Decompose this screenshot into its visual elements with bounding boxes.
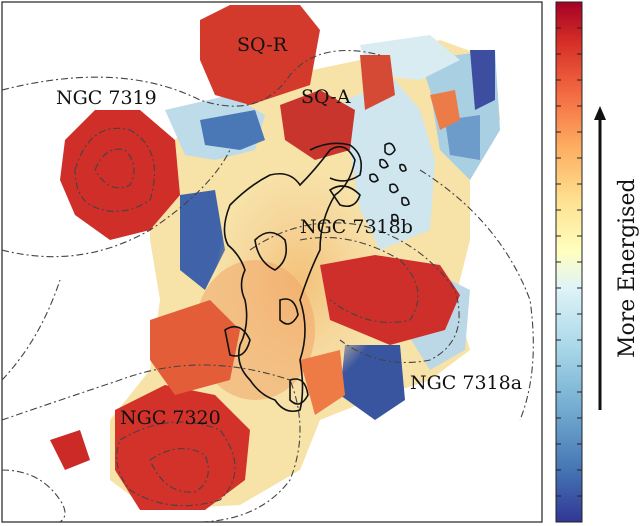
- colorbar-label: More Energised: [615, 178, 640, 358]
- blue-region: [340, 345, 405, 420]
- red-region-sqa-right: [360, 55, 395, 110]
- emission-contour-knots: [389, 183, 399, 194]
- contour-ngc7318: [249, 222, 460, 363]
- light-blue-region: [345, 80, 435, 250]
- colorbar-arrow-head: [594, 106, 606, 120]
- emission-contour-knots: [289, 378, 309, 405]
- emission-contour-knots: [224, 325, 251, 357]
- contour-ngc7320-inner: [116, 421, 236, 507]
- orange-region: [430, 90, 460, 130]
- emission-contours: [223, 142, 410, 413]
- contour-ngc7319-outer: [2, 49, 381, 107]
- emission-contour-knots: [309, 142, 363, 182]
- label-sq-a: SQ-A: [301, 86, 351, 108]
- label-ngc7318b: NGC 7318b: [300, 216, 413, 238]
- blue-region: [200, 110, 265, 150]
- contour-ngc7320-inner: [149, 448, 209, 493]
- colorbar-ticks: [556, 27, 582, 497]
- contour-ngc7320-outer: [2, 364, 301, 522]
- red-region-ngc7318a: [320, 255, 460, 345]
- blue-region: [180, 190, 225, 290]
- label-ngc7319: NGC 7319: [56, 87, 157, 109]
- contour-west: [2, 279, 61, 381]
- contour-ngc7319-outer: [2, 149, 231, 258]
- label-ngc7318a: NGC 7318a: [410, 372, 522, 394]
- red-region-ngc7320: [115, 385, 250, 510]
- emission-contour-knots: [369, 173, 379, 183]
- label-ngc7320: NGC 7320: [120, 407, 221, 429]
- red-region-sqr: [200, 5, 320, 105]
- energy-map: SQ-R SQ-A NGC 7319 NGC 7318b NGC 7318a N…: [2, 5, 534, 522]
- contour-southwest: [2, 469, 66, 522]
- orange-region: [300, 350, 345, 415]
- red-region-small: [50, 430, 90, 470]
- optical-contours: [2, 49, 534, 522]
- emission-contour-main: [223, 145, 356, 413]
- emission-contour-knots: [391, 213, 399, 223]
- emission-contour-knots: [379, 158, 389, 169]
- emission-contour-inner: [279, 298, 299, 325]
- contour-ngc7319-inner: [74, 127, 156, 212]
- red-region-center: [150, 300, 240, 395]
- contour-east: [419, 169, 534, 421]
- emission-contour-knots: [384, 142, 396, 156]
- emission-contour-inner: [254, 231, 288, 271]
- emission-contour-knots: [399, 163, 407, 172]
- emission-contour-knots: [401, 196, 410, 207]
- blue-region: [445, 115, 480, 160]
- contour-ngc7319-inner: [94, 148, 135, 189]
- label-sq-r: SQ-R: [237, 34, 288, 56]
- contour-ngc7318: [299, 236, 419, 323]
- red-region-ngc7319: [60, 110, 180, 240]
- blue-region: [470, 50, 495, 110]
- emission-contour-knots: [328, 185, 361, 208]
- red-region-sqa: [280, 90, 355, 160]
